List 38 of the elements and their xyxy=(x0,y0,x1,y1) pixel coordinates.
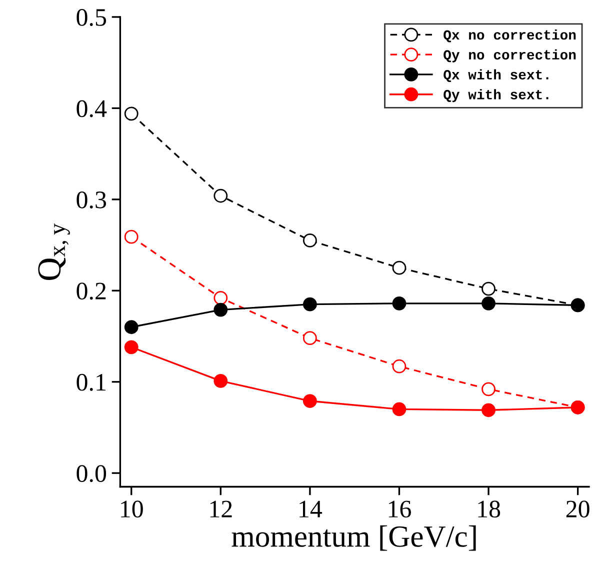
point xyxy=(303,234,317,248)
point xyxy=(214,302,228,317)
x-tick-label: 12 xyxy=(210,500,232,518)
point xyxy=(124,340,138,354)
point xyxy=(392,296,406,310)
legend-label: Qy no correction xyxy=(444,49,576,62)
x-tick-label: 14 xyxy=(300,500,322,518)
point xyxy=(392,359,406,374)
y-tick-label: 0.5 xyxy=(76,9,106,26)
y-tick-label: 0.2 xyxy=(76,282,106,300)
y-tick-label: 0.0 xyxy=(76,465,106,482)
point xyxy=(214,188,228,203)
point xyxy=(482,296,496,310)
point xyxy=(482,382,496,396)
legend-label: Qx with sext. xyxy=(444,69,548,82)
point xyxy=(392,260,406,275)
point xyxy=(482,403,496,418)
point xyxy=(303,297,317,312)
point xyxy=(392,402,406,416)
y-tick-label: 0.3 xyxy=(76,191,106,208)
x-tick-label: 16 xyxy=(388,500,411,518)
legend-label: Qy with sext. xyxy=(444,89,548,102)
x-tick-label: 20 xyxy=(566,500,590,518)
point xyxy=(124,230,138,244)
point xyxy=(303,331,317,346)
point xyxy=(303,394,317,408)
x-tick-label: 18 xyxy=(478,500,500,518)
point xyxy=(482,282,496,296)
point xyxy=(124,106,138,121)
y-tick-label: 0.1 xyxy=(76,374,106,391)
x-axis-title: momentum [GeV/c] xyxy=(232,525,476,551)
point xyxy=(124,320,138,334)
legend-label: Qx no correction xyxy=(444,29,576,42)
y-tick-label: 0.4 xyxy=(76,100,107,118)
point xyxy=(214,374,228,388)
point xyxy=(214,290,228,305)
y-axis-title: Q$_{x,y}$ xyxy=(38,223,70,280)
x-tick-label: 10 xyxy=(121,500,143,518)
